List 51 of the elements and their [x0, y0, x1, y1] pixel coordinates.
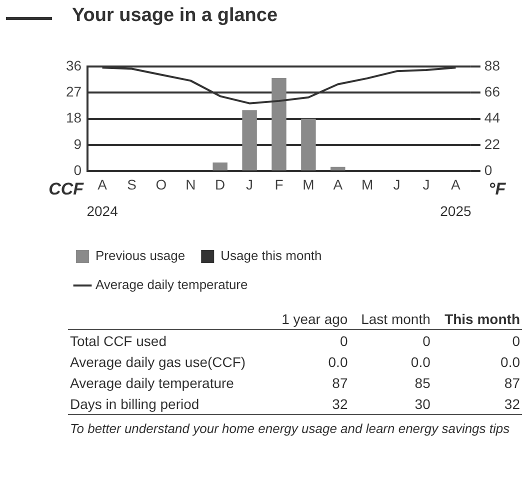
y-axis-title: CCF	[48, 179, 84, 198]
x-tick-label: M	[362, 176, 374, 192]
y-tick-label: 0	[74, 162, 82, 178]
y-tick-label: 9	[74, 136, 82, 152]
y2-axis-title: °F	[488, 179, 506, 198]
text: 2025	[440, 203, 472, 220]
y-tick-label: 36	[66, 57, 82, 74]
x-tick-label: M	[302, 176, 314, 192]
text: Total CCF used	[69, 332, 168, 350]
x-tick-label: S	[127, 176, 136, 192]
text: Average daily temperature	[69, 374, 235, 393]
text: 0.0	[500, 352, 521, 372]
chart-title: Your usage in a glance	[72, 5, 278, 27]
text: 87	[331, 374, 349, 392]
x-tick-label: J	[422, 176, 430, 192]
text: 85	[414, 374, 432, 392]
y2-tick-label: 0	[484, 162, 492, 178]
text: To better understand your home energy usage and learn energy savings tips	[70, 420, 511, 438]
x-tick-label: O	[156, 176, 167, 192]
x-tick-label: N	[186, 176, 196, 192]
text: 0.0	[410, 352, 432, 372]
y2-tick-label: 44	[484, 110, 500, 126]
text: Days in billing period	[69, 394, 200, 414]
x-tick-label: D	[215, 176, 226, 192]
x-tick-label: J	[246, 176, 254, 192]
text: 2024	[86, 203, 118, 220]
legend-label: Average daily temperature	[96, 277, 248, 292]
y-tick-label: 27	[66, 83, 82, 100]
x-tick-label: A	[333, 176, 344, 192]
text: This month	[444, 310, 521, 328]
y2-tick-label: 66	[484, 83, 500, 100]
text: Average daily gas use(CCF)	[69, 352, 247, 372]
text: Last month	[360, 310, 432, 328]
text: 0	[422, 332, 432, 350]
y-tick-label: 18	[66, 110, 82, 126]
text: 87	[503, 374, 521, 392]
text: 0	[338, 332, 349, 350]
text: 30	[414, 394, 432, 414]
text: 0	[511, 332, 521, 350]
x-tick-label: A	[98, 176, 108, 192]
y2-tick-label: 22	[484, 136, 500, 152]
text: 32	[503, 394, 521, 414]
y2-tick-label: 88	[484, 57, 500, 74]
x-tick-label: J	[393, 176, 400, 192]
x-tick-label: A	[451, 176, 462, 192]
text: 1 year ago	[280, 310, 349, 329]
text: 0.0	[327, 352, 349, 372]
x-tick-label: F	[274, 176, 284, 192]
legend-label: Usage this month	[220, 248, 322, 264]
legend-label: Previous usage	[96, 248, 186, 264]
text: 32	[331, 394, 349, 414]
